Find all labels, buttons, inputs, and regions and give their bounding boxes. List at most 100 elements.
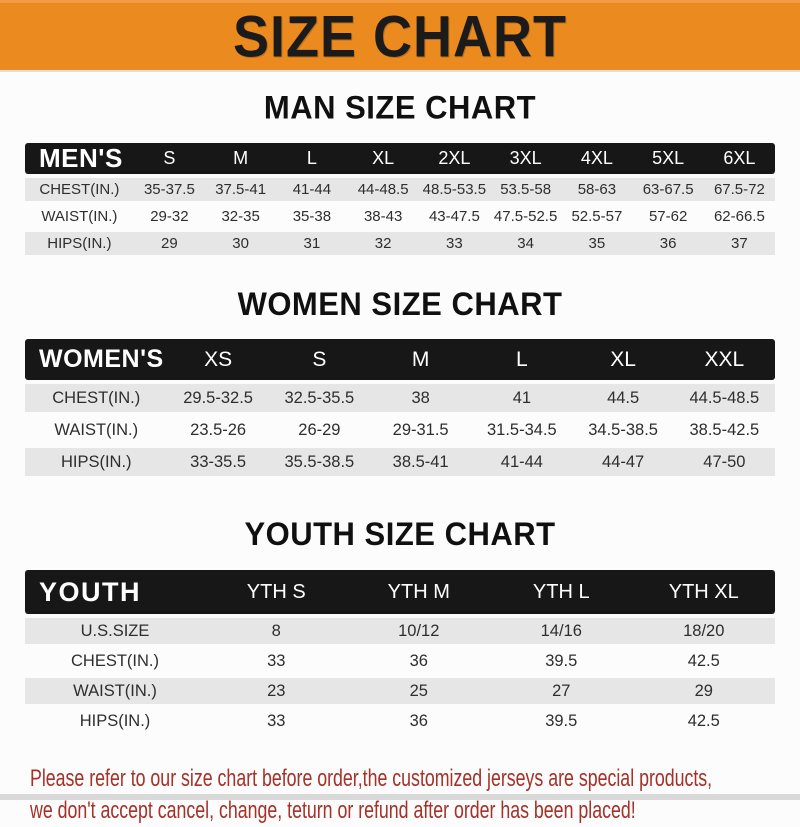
size-value-cell: 35-38: [292, 208, 332, 225]
size-value-cell: 57-62: [648, 208, 688, 225]
size-value-cell: 23: [267, 681, 286, 700]
table-row: WAIST(IN.) 23 25 27 29: [25, 678, 775, 704]
size-value-cell: 39.5: [545, 711, 578, 730]
size-value-cell: 38-43: [363, 208, 403, 225]
youth-table-header-row: YOUTH YTH S YTH M YTH L YTH XL: [25, 570, 775, 614]
row-label: U.S.SIZE: [80, 621, 150, 640]
size-column-header: XL: [372, 148, 395, 168]
size-value-cell: 37: [731, 235, 748, 252]
size-value-cell: 34.5-38.5: [588, 420, 658, 439]
size-value-cell: 47-50: [703, 452, 746, 471]
size-value-cell: 44-48.5: [357, 181, 409, 198]
size-value-cell: 32-35: [221, 208, 260, 225]
size-column-header: YTH XL: [668, 580, 739, 603]
men-section-heading: MAN SIZE CHART: [263, 89, 537, 126]
size-value-cell: 29-31.5: [392, 420, 449, 439]
size-value-cell: 31.5-34.5: [487, 420, 557, 439]
table-row: CHEST(IN.) 33 36 39.5 42.5: [25, 648, 775, 674]
size-value-cell: 23.5-26: [190, 420, 247, 439]
table-row: CHEST(IN.) 35-37.5 37.5-41 41-44 44-48.5 48.5…: [25, 178, 775, 201]
row-label: WAIST(IN.): [54, 420, 139, 439]
table-row: U.S.SIZE 8 10/12 14/16 18/20: [25, 618, 775, 644]
size-value-cell: 67.5-72: [713, 181, 765, 198]
size-value-cell: 53.5-58: [500, 181, 552, 198]
size-column-header: XS: [204, 347, 233, 371]
size-value-cell: 18/20: [683, 621, 725, 640]
size-column-header: L: [306, 148, 317, 168]
row-label: HIPS(IN.): [60, 452, 132, 471]
table-row: WAIST(IN.) 23.5-26 26-29 29-31.5 31.5-34.5 34…: [25, 416, 775, 444]
size-column-header: M: [233, 148, 249, 168]
size-value-cell: 38: [411, 388, 430, 407]
size-value-cell: 35.5-38.5: [284, 452, 355, 471]
size-value-cell: 62-66.5: [713, 208, 765, 225]
table-row: CHEST(IN.) 29.5-32.5 32.5-35.5 38 41 44.5 44.5…: [25, 384, 775, 412]
size-value-cell: 29: [161, 235, 178, 252]
women-size-table: WOMEN'S XS S M L XL XXL CHEST(IN.) 29.5-32.5 32.…: [25, 335, 775, 480]
row-label: HIPS(IN.): [47, 235, 112, 252]
size-value-cell: 33-35.5: [190, 452, 247, 471]
table-corner-label: WOMEN'S: [39, 345, 164, 373]
size-column-header: YTH M: [387, 580, 450, 603]
size-value-cell: 48.5-53.5: [422, 181, 487, 198]
size-value-cell: 14/16: [540, 621, 582, 640]
row-label: CHEST(IN.): [39, 181, 120, 198]
size-value-cell: 44.5-48.5: [689, 388, 760, 407]
table-row: HIPS(IN.) 29 30 31 32 33 34 35 36 37: [25, 232, 775, 255]
size-value-cell: 30: [232, 235, 249, 252]
size-value-cell: 47.5-52.5: [493, 208, 558, 225]
men-size-table: MEN'S S M L XL 2XL 3XL 4XL 5XL 6XL CHEST(IN.) 35-3…: [25, 139, 775, 259]
size-column-header: 2XL: [438, 148, 471, 168]
size-value-cell: 36: [409, 651, 428, 670]
size-value-cell: 36: [409, 711, 428, 730]
size-column-header: 3XL: [509, 148, 542, 168]
size-value-cell: 41-44: [500, 452, 543, 471]
size-column-header: YTH S: [246, 580, 306, 603]
size-value-cell: 26-29: [298, 420, 341, 439]
size-column-header: 6XL: [723, 148, 756, 168]
size-value-cell: 44-47: [602, 452, 645, 471]
size-value-cell: 32.5-35.5: [284, 388, 355, 407]
size-column-header: 5XL: [652, 148, 685, 168]
section-youth: YOUTH SIZE CHART YOUTH YTH S YTH M YTH L YTH…: [0, 480, 800, 738]
size-column-header: 4XL: [580, 148, 613, 168]
size-value-cell: 34: [517, 235, 534, 252]
size-value-cell: 27: [552, 681, 571, 700]
size-value-cell: 36: [659, 235, 677, 252]
women-section-heading: WOMEN SIZE CHART: [237, 285, 563, 323]
bottom-strip: [0, 794, 800, 800]
size-value-cell: 37.5-41: [215, 181, 267, 198]
men-table-header-row: MEN'S S M L XL 2XL 3XL 4XL 5XL 6XL: [25, 143, 775, 174]
size-column-header: L: [516, 347, 528, 371]
size-value-cell: 29-32: [150, 208, 189, 225]
size-column-header: M: [411, 347, 430, 371]
size-value-cell: 35: [588, 235, 606, 252]
size-value-cell: 33: [267, 711, 286, 730]
size-value-cell: 41-44: [292, 181, 332, 198]
table-corner-label: YOUTH: [39, 576, 141, 607]
size-value-cell: 42.5: [687, 711, 720, 730]
size-value-cell: 32: [374, 235, 392, 252]
row-label: WAIST(IN.): [41, 208, 118, 225]
size-value-cell: 38.5-41: [392, 452, 449, 471]
women-table-header-row: WOMEN'S XS S M L XL XXL: [25, 339, 775, 380]
table-row: WAIST(IN.) 29-32 32-35 35-38 38-43 43-47.5 47.…: [25, 205, 775, 228]
size-value-cell: 38.5-42.5: [689, 420, 760, 439]
row-label: HIPS(IN.): [79, 711, 151, 730]
size-value-cell: 43-47.5: [428, 208, 480, 225]
size-value-cell: 31: [303, 235, 321, 252]
section-men: MAN SIZE CHART MEN'S S M L XL 2XL 3XL 4XL 5XL 6XL…: [0, 72, 800, 259]
youth-section-heading: YOUTH SIZE CHART: [244, 515, 556, 553]
size-value-cell: 42.5: [687, 651, 720, 670]
table-row: HIPS(IN.) 33 36 39.5 42.5: [25, 708, 775, 734]
size-value-cell: 41: [512, 388, 532, 407]
size-value-cell: 35-37.5: [143, 181, 195, 198]
size-value-cell: 33: [446, 235, 463, 252]
size-value-cell: 8: [271, 621, 281, 640]
size-value-cell: 39.5: [545, 651, 578, 670]
size-column-header: XXL: [704, 347, 745, 371]
size-value-cell: 29.5-32.5: [183, 388, 253, 407]
section-women: WOMEN SIZE CHART WOMEN'S XS S M L XL XXL CHEST…: [0, 259, 800, 480]
size-column-header: S: [163, 148, 176, 168]
footer-line-1: Please refer to our size chart before or…: [30, 765, 713, 792]
